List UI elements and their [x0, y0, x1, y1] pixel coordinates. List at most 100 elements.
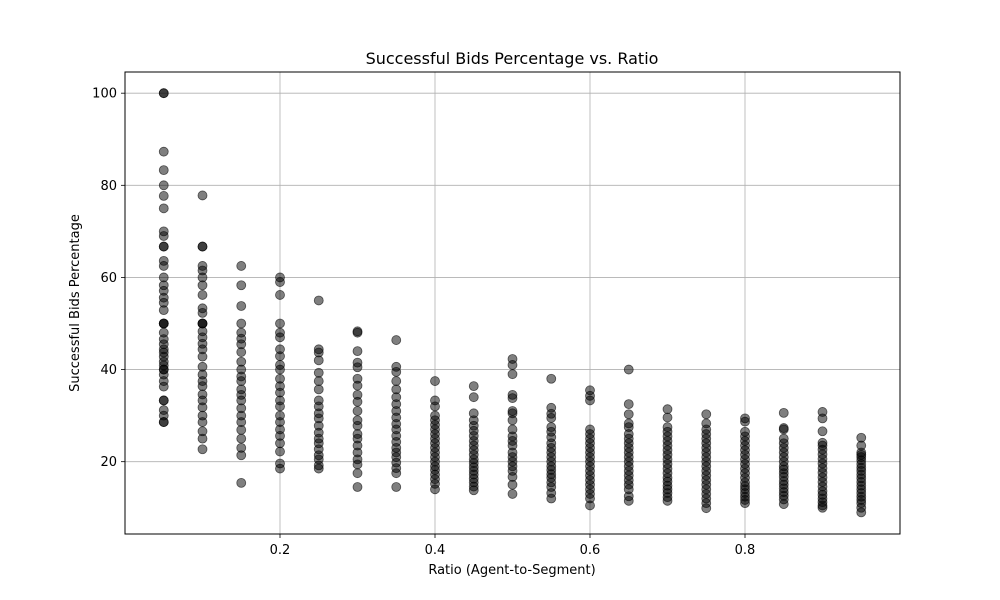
data-point [158, 305, 169, 316]
data-point [740, 498, 750, 509]
data-point [623, 409, 634, 420]
x-axis-ticks: 0.2 0.4 0.6 0.8 [270, 534, 756, 558]
data-point [585, 500, 595, 511]
x-axis-label: Ratio (Agent-to-Segment) [428, 563, 595, 578]
data-point [352, 406, 363, 416]
data-point [197, 433, 208, 444]
data-point [778, 407, 789, 418]
y-axis-ticks: 20 40 60 80 100 [92, 87, 125, 470]
data-point [546, 413, 557, 423]
data-point [158, 191, 169, 201]
data-point [313, 367, 324, 378]
data-point [352, 346, 363, 357]
data-point [623, 495, 634, 506]
data-point [430, 376, 440, 386]
data-point [275, 438, 285, 449]
data-point [158, 381, 169, 392]
data-point [158, 318, 169, 329]
data-point [158, 146, 169, 157]
data-point [236, 318, 247, 329]
data-point [352, 396, 363, 407]
data-point [275, 277, 285, 287]
data-point [352, 420, 363, 431]
data-point [313, 463, 324, 474]
data-point [817, 426, 828, 437]
data-point [856, 507, 867, 518]
data-point [275, 332, 285, 343]
x-tick-label: 0.8 [735, 543, 756, 558]
x-tick-label: 0.4 [425, 543, 446, 558]
data-point [701, 503, 712, 514]
data-point [236, 261, 247, 271]
data-point [275, 318, 285, 329]
data-point [778, 499, 789, 509]
y-tick-label: 40 [100, 363, 117, 378]
data-point [546, 373, 557, 384]
y-tick-label: 80 [100, 179, 117, 194]
data-point [197, 444, 208, 455]
data-point [158, 261, 169, 271]
data-point [662, 495, 673, 506]
data-point [352, 468, 363, 479]
data-point [391, 335, 402, 345]
data-point [275, 463, 285, 474]
data-point [546, 493, 557, 504]
data-point [158, 395, 169, 406]
y-tick-label: 20 [100, 455, 117, 470]
data-point [313, 355, 324, 366]
data-point [623, 399, 634, 410]
data-point [197, 190, 208, 201]
data-point [507, 369, 518, 380]
data-point [468, 381, 479, 392]
data-point [275, 351, 285, 362]
data-point [197, 308, 208, 318]
data-point [352, 459, 363, 470]
data-point [158, 180, 169, 191]
data-point [352, 327, 363, 338]
data-point [468, 392, 479, 403]
data-point [236, 433, 247, 444]
y-tick-label: 60 [100, 271, 117, 286]
data-point [158, 241, 169, 252]
y-axis-label: Successful Bids Percentage [68, 214, 83, 392]
data-point [817, 413, 828, 424]
data-point [158, 203, 169, 214]
data-point [158, 231, 169, 241]
data-point [468, 485, 479, 496]
data-point [585, 395, 595, 406]
data-point [623, 364, 634, 375]
data-point [313, 384, 324, 395]
data-point [778, 424, 789, 435]
data-point [236, 477, 247, 488]
data-point [236, 450, 247, 461]
data-point [275, 290, 285, 300]
data-point [158, 165, 169, 176]
data-point [507, 360, 518, 370]
data-point [313, 295, 324, 306]
data-point [197, 351, 208, 362]
data-point [430, 484, 440, 495]
data-point [391, 376, 402, 386]
data-point [701, 409, 712, 420]
data-point [197, 417, 208, 427]
data-point [662, 404, 673, 415]
data-point [158, 364, 169, 375]
data-point [275, 364, 285, 375]
plot-frame [124, 71, 901, 535]
data-point [507, 479, 518, 490]
data-point [236, 280, 247, 291]
data-point [391, 482, 402, 492]
data-points [158, 88, 867, 518]
x-tick-label: 0.6 [580, 543, 601, 558]
data-point [507, 393, 518, 404]
data-point [236, 425, 247, 435]
data-point [236, 376, 247, 386]
data-point [391, 468, 402, 479]
data-point [158, 417, 169, 427]
data-point [197, 402, 208, 413]
y-tick-label: 100 [92, 87, 117, 102]
data-point [817, 502, 828, 513]
data-point [352, 482, 363, 492]
